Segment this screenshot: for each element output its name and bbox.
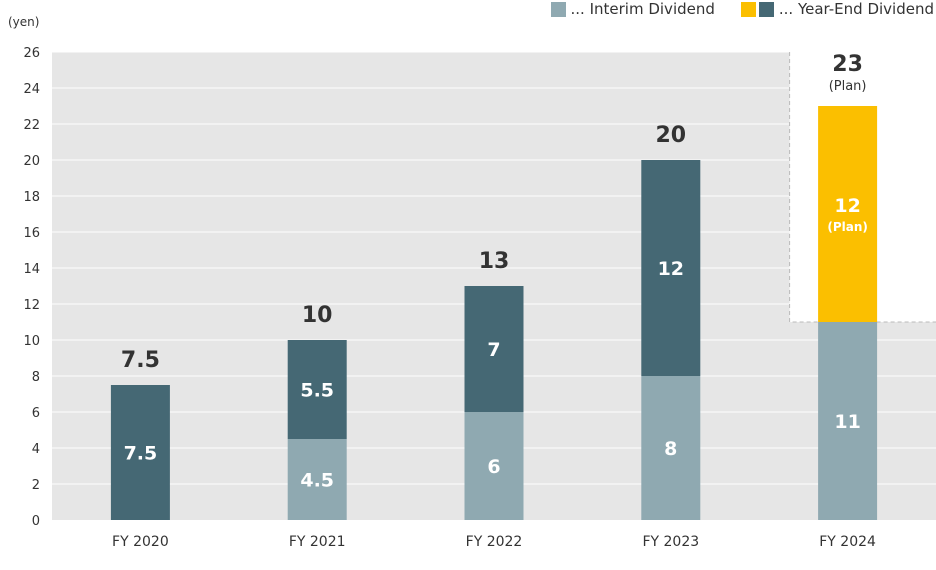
y-tick-label: 2	[32, 478, 40, 493]
bar-year-end	[110, 385, 170, 520]
bar-year-end	[464, 286, 524, 412]
y-tick-label: 24	[23, 82, 40, 97]
bar-label-year-end: 12	[658, 258, 684, 280]
x-tick-label: FY 2021	[289, 534, 346, 550]
y-tick-label: 22	[23, 118, 40, 133]
bar-label-year-end: 7	[487, 339, 500, 361]
y-tick-label: 12	[23, 298, 40, 313]
bar-total: 10	[302, 303, 333, 328]
plan-area-border	[789, 52, 936, 323]
y-tick-label: 16	[23, 226, 40, 241]
legend-interim-label: ... Interim Dividend	[570, 0, 715, 18]
bar-interim	[464, 412, 524, 520]
y-tick-label: 20	[23, 154, 40, 169]
y-tick-label: 10	[23, 334, 40, 349]
bar-label-interim: 11	[834, 411, 860, 433]
x-tick-label: FY 2020	[112, 534, 169, 550]
bar-year-end	[287, 340, 347, 439]
x-tick-label: FY 2023	[642, 534, 699, 550]
y-tick-label: 18	[23, 190, 40, 205]
bar-total-note: (Plan)	[829, 79, 867, 94]
y-tick-label: 14	[23, 262, 40, 277]
bar-label-interim: 6	[487, 456, 500, 478]
legend-year-end-swatch	[758, 1, 774, 17]
legend-plan-swatch	[740, 1, 756, 17]
bar-interim	[818, 322, 878, 520]
bar-label-interim: 4.5	[300, 470, 334, 492]
y-axis-label: (yen)	[8, 15, 40, 29]
bar-label-year-end: 12	[834, 195, 860, 217]
bar-total: 13	[479, 249, 510, 274]
bar-interim	[287, 439, 347, 520]
bar-label-year-end: 7.5	[124, 443, 158, 465]
bar-year-end	[818, 106, 878, 322]
bar-total: 20	[655, 123, 686, 148]
legend-interim-swatch	[550, 1, 566, 17]
bar-year-end	[641, 160, 701, 376]
legend: ... Interim Dividend ... Year-End Divide…	[550, 0, 934, 18]
bar-label-interim: 8	[664, 438, 677, 460]
y-tick-label: 4	[32, 442, 40, 457]
bar-label-plan-note: (Plan)	[827, 220, 868, 234]
bar-total: 23	[832, 52, 863, 77]
y-tick-label: 8	[32, 370, 40, 385]
bar-interim	[641, 376, 701, 520]
y-tick-label: 0	[32, 514, 40, 529]
y-tick-label: 6	[32, 406, 40, 421]
x-tick-label: FY 2024	[819, 534, 876, 550]
bar-label-year-end: 5.5	[300, 380, 334, 402]
legend-year-end-label: ... Year-End Dividend	[778, 0, 934, 18]
x-tick-label: FY 2022	[466, 534, 523, 550]
bar-total: 7.5	[121, 348, 160, 373]
y-tick-label: 26	[23, 46, 40, 61]
